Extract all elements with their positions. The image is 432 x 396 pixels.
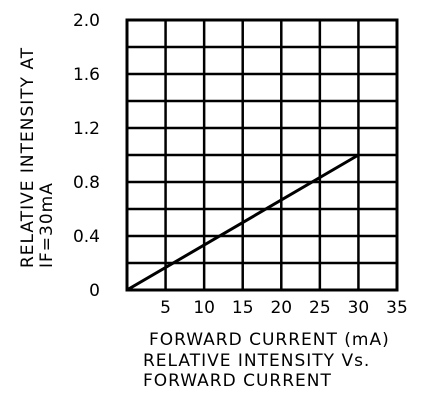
y-axis-title-line-2: IF=30mA	[37, 182, 57, 268]
y-tick-label: 1.2	[73, 119, 100, 139]
series-layer	[126, 153, 360, 292]
x-tick-label: 5	[160, 298, 171, 318]
y-tick-label: 0.8	[73, 173, 100, 193]
caption-line-1: RELATIVE INTENSITY Vs.	[143, 351, 370, 371]
x-axis-title: FORWARD CURRENT (mA)	[149, 330, 390, 350]
x-tick-label: 30	[348, 298, 370, 318]
series-line-0	[126, 153, 360, 292]
y-axis-title: RELATIVE INTENSITY AT IF=30mA	[18, 47, 57, 268]
y-tick-label: 2.0	[73, 11, 100, 31]
y-tick-label: 1.6	[73, 65, 100, 85]
y-tick-label: 0	[89, 281, 100, 301]
x-tick-label: 25	[309, 298, 331, 318]
y-axis-title-line-1: RELATIVE INTENSITY AT	[18, 47, 38, 268]
plot-frame	[125, 18, 399, 292]
x-tick-labels: 5 10 15 20 25 30 35	[160, 298, 408, 318]
y-tick-labels: 2.0 1.6 1.2 0.8 0.4 0	[73, 11, 100, 301]
chart-caption: RELATIVE INTENSITY Vs. FORWARD CURRENT	[143, 351, 370, 391]
x-tick-label: 35	[386, 298, 408, 318]
y-tick-label: 0.4	[73, 227, 100, 247]
caption-line-2: FORWARD CURRENT	[143, 371, 332, 391]
x-tick-label: 15	[232, 298, 254, 318]
x-tick-label: 20	[270, 298, 292, 318]
x-tick-label: 10	[193, 298, 215, 318]
